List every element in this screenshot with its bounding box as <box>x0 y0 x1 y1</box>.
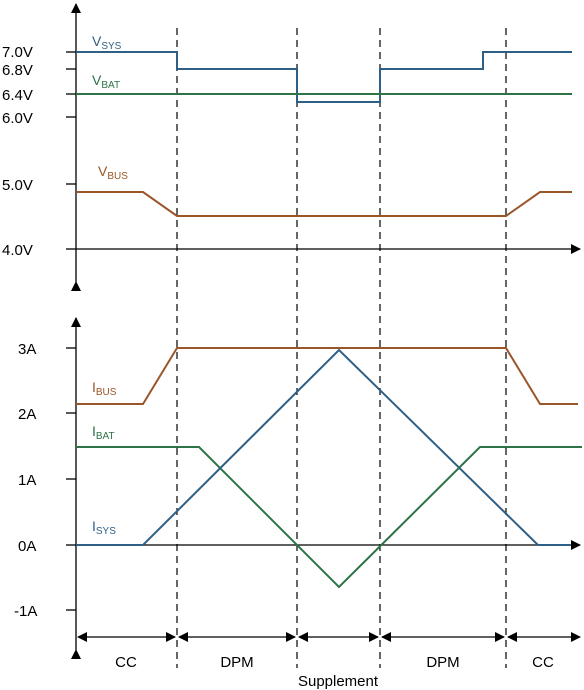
tick-label-68v: 6.8V <box>2 62 33 79</box>
current-waveforms <box>76 347 582 589</box>
label-vbus-sub: BUS <box>107 171 128 182</box>
label-isys-sub: SYS <box>96 526 116 537</box>
label-vsys-sub: SYS <box>101 41 121 52</box>
label-vsys: VSYS <box>92 33 122 52</box>
isys-trace <box>76 348 570 546</box>
voltage-axes: 7.0V 6.8V 6.4V 6.0V 5.0V 4.0V <box>2 3 581 291</box>
tick-label-0a: 0A <box>18 538 36 555</box>
tick-label-1a: 1A <box>18 472 36 489</box>
label-vbat-sub: BAT <box>101 80 120 91</box>
label-vbus-main: V <box>98 163 108 179</box>
phase-label-cc-left: CC <box>115 654 137 671</box>
tick-label-7v: 7.0V <box>2 44 33 61</box>
label-ibat-sub: BAT <box>96 431 115 442</box>
label-ibus-sub: BUS <box>96 387 117 398</box>
tick-label-5v: 5.0V <box>2 177 33 194</box>
phase-label-supplement: Supplement <box>298 673 379 690</box>
label-vbat-main: V <box>92 72 102 88</box>
label-ibus-main: I <box>92 379 96 395</box>
label-ibus: IBUS <box>92 379 117 398</box>
tick-label-4v: 4.0V <box>2 242 33 259</box>
label-isys-main: I <box>92 518 96 534</box>
vsys-trace <box>76 51 572 103</box>
tick-label-64v: 6.4V <box>2 87 33 104</box>
ibus-trace <box>76 347 578 405</box>
phase-label-dpm-right: DPM <box>426 654 459 671</box>
tick-label-2a: 2A <box>18 406 36 423</box>
tick-label-m1a: -1A <box>14 603 37 620</box>
current-axes: 3A 2A 1A 0A -1A <box>14 317 581 659</box>
label-vsys-main: V <box>92 33 102 49</box>
label-vbat: VBAT <box>92 72 120 91</box>
tick-label-3a: 3A <box>18 341 36 358</box>
voltage-waveforms <box>76 51 572 217</box>
label-isys: ISYS <box>92 518 116 537</box>
label-ibat: IBAT <box>92 423 115 442</box>
phase-label-cc-right: CC <box>532 654 554 671</box>
tick-label-6v: 6.0V <box>2 110 33 127</box>
vbus-trace <box>76 191 572 217</box>
label-ibat-main: I <box>92 423 96 439</box>
label-vbus: VBUS <box>98 163 128 182</box>
ibat-trace <box>76 446 582 589</box>
phase-label-dpm-left: DPM <box>220 654 253 671</box>
phase-boundaries <box>176 28 507 668</box>
